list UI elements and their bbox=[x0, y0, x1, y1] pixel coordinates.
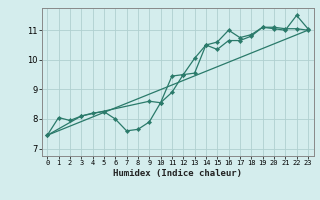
X-axis label: Humidex (Indice chaleur): Humidex (Indice chaleur) bbox=[113, 169, 242, 178]
